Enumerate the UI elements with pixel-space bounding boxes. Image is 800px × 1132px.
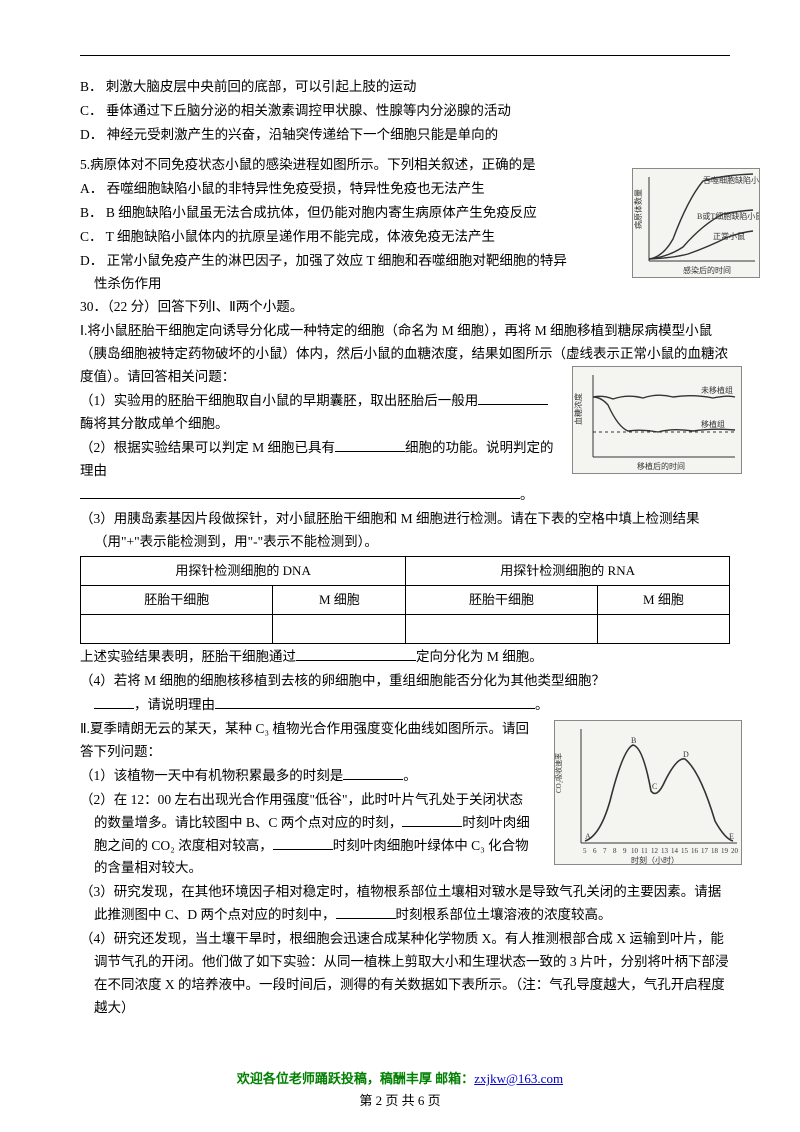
q30-II-1-text: （1）该植物一天中有机物积累最多的时刻是 [80, 768, 343, 783]
page-footer: 欢迎各位老师踊跃投稿，稿酬丰厚 邮箱：zxjkw@163.com 第 2 页 共… [0, 1068, 800, 1112]
q5-chart: 吞噬细胞缺陷小鼠 B或T细胞缺陷小鼠 正常小鼠 病原体数量 感染后的时间 [632, 168, 760, 278]
q30-II-1: （1）该植物一天中有机物积累最多的时刻是。 [80, 765, 530, 788]
blank-cell [81, 614, 273, 643]
blank-enzyme [478, 392, 548, 406]
q30-I-chart: 未移植组 移植组 血糖浓度 移植后的时间 [572, 366, 742, 474]
blank-cd [336, 906, 396, 920]
svg-text:感染后的时间: 感染后的时间 [683, 265, 731, 275]
blank-reason [80, 485, 520, 499]
q5-c: C． T 细胞缺陷小鼠体内的抗原呈递作用不能完成，体液免疫无法产生 [80, 226, 575, 249]
detection-table: 用探针检测细胞的 DNA 用探针检测细胞的 RNA 胚胎干细胞 M 细胞 胚胎干… [80, 556, 730, 644]
svg-text:未移植组: 未移植组 [701, 385, 733, 395]
svg-text:A: A [585, 832, 591, 841]
q4-option-d: D． 神经元受刺激产生的兴奋，沿轴突传递给下一个细胞只能是单向的 [80, 124, 730, 147]
q30-I-post-a: 上述实验结果表明，胚胎干细胞通过 [80, 649, 296, 664]
blank-cell [406, 614, 598, 643]
svg-text:16: 16 [691, 847, 699, 855]
q30-I-4b: ，请说明理由 [134, 697, 215, 712]
svg-text:C: C [652, 782, 657, 791]
q30-I-2: （2）根据实验结果可以判定 M 细胞已具有细胞的功能。说明判定的理由 [80, 437, 560, 483]
svg-text:病原体数量: 病原体数量 [633, 189, 643, 229]
q30-I-reason-blank: 。 [80, 484, 560, 507]
svg-text:12: 12 [651, 847, 659, 855]
svg-text:移植组: 移植组 [701, 419, 725, 429]
blank-bc2 [273, 836, 333, 850]
blank-cell [597, 614, 729, 643]
q4-option-c: C． 垂体通过下丘脑分泌的相关激素调控甲状腺、性腺等内分泌腺的活动 [80, 100, 730, 123]
q30-II-block: A B C D E CO₂吸收速率 567 8910 111213 141516… [80, 718, 730, 881]
table-row [81, 614, 730, 643]
footer-line1: 欢迎各位老师踊跃投稿，稿酬丰厚 邮箱：zxjkw@163.com [0, 1068, 800, 1090]
svg-text:B: B [631, 736, 636, 745]
svg-text:17: 17 [701, 847, 709, 855]
q30-II-2: （2）在 12：00 左右出现光合作用强度"低谷"，此时叶片气孔处于关闭状态的数… [80, 789, 530, 881]
q4-option-b: B． 刺激大脑皮层中央前回的底部，可以引起上肢的运动 [80, 76, 730, 99]
svg-text:7: 7 [603, 847, 607, 855]
q30-II-3b: 时刻根系部位土壤溶液的浓度较高。 [396, 907, 612, 922]
table-row: 用探针检测细胞的 DNA 用探针检测细胞的 RNA [81, 556, 730, 585]
q30-II-3: （3）研究发现，在其他环境因子相对稳定时，植物根系部位土壤相对皲水是导致气孔关闭… [80, 881, 730, 927]
tbl-c4: M 细胞 [597, 585, 729, 614]
svg-text:9: 9 [623, 847, 627, 855]
q5-a: A． 吞噬细胞缺陷小鼠的非特异性免疫受损，特异性免疫也无法产生 [80, 178, 575, 201]
blank-why [215, 695, 535, 709]
svg-text:20: 20 [731, 847, 739, 855]
q30-head: 30．（22 分）回答下列Ⅰ、Ⅱ两个小题。 [80, 296, 730, 319]
q5-block: 吞噬细胞缺陷小鼠 B或T细胞缺陷小鼠 正常小鼠 病原体数量 感染后的时间 5.病… [80, 154, 730, 296]
q30-I-4-blank: ，请说明理由。 [80, 694, 730, 717]
q5-stem: 5.病原体对不同免疫状态小鼠的感染进程如图所示。下列相关叙述，正确的是 [80, 154, 575, 177]
blank-bc1 [402, 813, 462, 827]
q30-II-chart: A B C D E CO₂吸收速率 567 89 10 111213 141516… [554, 720, 742, 865]
footer-line2: 第 2 页 共 6 页 [0, 1090, 800, 1112]
tbl-h2: 用探针检测细胞的 RNA [406, 556, 730, 585]
q30-II-4: （4）研究还发现，当土壤干旱时，根细胞会迅速合成某种化学物质 X。有人推测根部合… [80, 928, 730, 1020]
q30-I-1: （1）实验用的胚胎干细胞取自小鼠的早期囊胚，取出胚胎后一般用酶将其分散成单个细胞… [80, 390, 560, 436]
q30-I-block: 未移植组 移植组 血糖浓度 移植后的时间 Ⅰ.将小鼠胚胎干细胞定向诱导分化成一种… [80, 320, 730, 507]
svg-text:10: 10 [631, 847, 639, 855]
svg-text:D: D [683, 750, 689, 759]
q30-I-1b: 酶将其分散成单个细胞。 [80, 416, 229, 431]
q30-I-2a: （2）根据实验结果可以判定 M 细胞已具有 [80, 440, 335, 455]
q30-I-3: （3）用胰岛素基因片段做探针，对小鼠胚胎干细胞和 M 细胞进行检测。请在下表的空… [80, 508, 730, 554]
svg-text:11: 11 [641, 847, 648, 855]
q30-I-1a: （1）实验用的胚胎干细胞取自小鼠的早期囊胚，取出胚胎后一般用 [80, 393, 478, 408]
svg-text:14: 14 [671, 847, 679, 855]
svg-text:时刻（小时）: 时刻（小时） [631, 855, 679, 865]
blank-yn [94, 695, 134, 709]
blank-cell [273, 614, 406, 643]
svg-text:19: 19 [721, 847, 729, 855]
q30-II-intro: Ⅱ.夏季晴朗无云的某天，某种 C₃ 植物光合作用强度变化曲线如图所示。请回答下列… [80, 718, 530, 764]
svg-text:18: 18 [711, 847, 719, 855]
blank-time [343, 766, 403, 780]
svg-text:B或T细胞缺陷小鼠: B或T细胞缺陷小鼠 [697, 211, 760, 221]
blank-diff [296, 648, 416, 662]
svg-text:E: E [729, 832, 734, 841]
svg-text:移植后的时间: 移植后的时间 [637, 461, 685, 471]
q5-b: B． B 细胞缺陷小鼠虽无法合成抗体，但仍能对胞内寄生病原体产生免疫反应 [80, 202, 575, 225]
footer-text: 欢迎各位老师踊跃投稿，稿酬丰厚 邮箱： [237, 1071, 474, 1086]
svg-text:8: 8 [613, 847, 617, 855]
svg-text:血糖浓度: 血糖浓度 [573, 393, 583, 425]
svg-text:5: 5 [583, 847, 587, 855]
top-rule [80, 55, 730, 56]
svg-text:13: 13 [661, 847, 669, 855]
svg-text:CO₂吸收速率: CO₂吸收速率 [555, 753, 563, 793]
q30-I-post-b: 定向分化为 M 细胞。 [416, 649, 543, 664]
tbl-c3: 胚胎干细胞 [406, 585, 598, 614]
q30-I-post: 上述实验结果表明，胚胎干细胞通过 定向分化为 M 细胞。 [80, 646, 730, 669]
blank-cell [335, 439, 405, 453]
q5-d: D． 正常小鼠免疫产生的淋巴因子，加强了效应 T 细胞和吞噬细胞对靶细胞的特异性… [80, 250, 575, 296]
tbl-c2: M 细胞 [273, 585, 406, 614]
tbl-c1: 胚胎干细胞 [81, 585, 273, 614]
tbl-h1: 用探针检测细胞的 DNA [81, 556, 406, 585]
svg-text:6: 6 [593, 847, 597, 855]
svg-text:15: 15 [681, 847, 689, 855]
table-row: 胚胎干细胞 M 细胞 胚胎干细胞 M 细胞 [81, 585, 730, 614]
svg-text:吞噬细胞缺陷小鼠: 吞噬细胞缺陷小鼠 [703, 175, 760, 185]
q4-options: B． 刺激大脑皮层中央前回的底部，可以引起上肢的运动 C． 垂体通过下丘脑分泌的… [80, 76, 730, 147]
svg-text:正常小鼠: 正常小鼠 [713, 232, 745, 241]
footer-email: zxjkw@163.com [474, 1071, 563, 1086]
q30-I-4: （4）若将 M 细胞的细胞核移植到去核的卵细胞中，重组细胞能否分化为其他类型细胞… [80, 670, 730, 693]
